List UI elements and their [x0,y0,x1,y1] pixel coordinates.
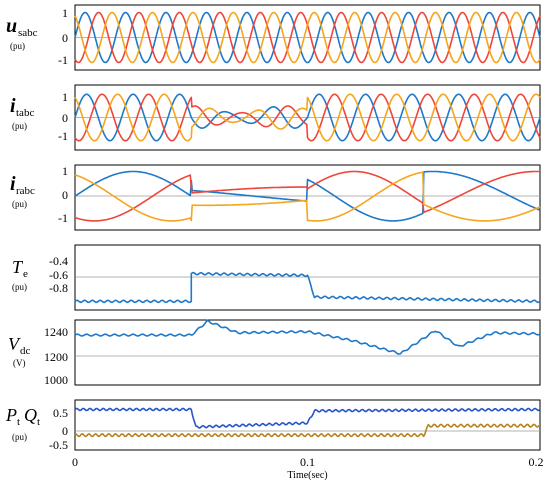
x-tick-label: 0 [72,455,78,469]
panel-te-frame [74,244,541,311]
usabc-line [74,11,541,64]
te-line [74,271,541,304]
panel-irabc: 1 0 -1 i rabc (pu) [10,164,541,231]
panel-irabc-ytick: 0 [62,188,68,202]
panel-te-label: T [12,257,24,277]
panel-ptqt: 0.5 0 -0.5 P t Q t (pu) [5,399,541,452]
panel-te-unit: (pu) [12,282,27,292]
panel-ptqt-frame [74,399,541,451]
irabc-line [74,171,541,222]
panel-ptqt-label-q: Q [24,405,37,425]
panel-vdc-ytick: 1240 [44,325,68,339]
panel-ptqt-ytick: 0 [62,424,68,438]
panel-itabc-label: i [10,95,16,117]
panel-ptqt-label-p: P [5,405,17,425]
panel-irabc-label: i [10,173,16,195]
panel-itabc-label-sub: tabc [16,107,34,119]
panel-irabc-unit: (pu) [12,199,27,209]
ptqt-line [74,407,541,429]
panel-vdc-unit: (V) [13,358,26,368]
panel-vdc-ytick: 1000 [44,373,68,387]
panel-usabc-ytick: -1 [58,53,68,67]
irabc-line [74,170,541,222]
panel-vdc: 1240 1200 1000 V dc (V) [8,319,541,387]
panel-irabc-ytick: -1 [58,211,68,225]
panel-te-series [74,271,541,304]
panel-ptqt-label-p-sub: t [17,416,20,428]
panel-vdc-frame [74,319,541,386]
itabc-line [74,93,541,142]
panel-itabc-unit: (pu) [12,121,27,131]
panel-ptqt-ytick: 0.5 [53,406,68,420]
panel-irabc-frame [74,164,541,231]
panel-vdc-ytick: 1200 [44,350,68,364]
panel-ptqt-label-q-sub: t [37,416,40,428]
irabc-line [74,170,541,222]
panel-te-label-sub: e [23,268,28,280]
itabc-line [74,93,541,142]
panel-te-ytick: -0.4 [49,254,68,268]
panel-usabc-ytick: 1 [62,6,68,20]
panel-vdc-series [74,319,541,355]
itabc-line [74,93,541,142]
panel-vdc-label-sub: dc [20,345,31,357]
panel-usabc-ytick: 0 [62,31,68,45]
panel-usabc-label-sub: sabc [18,27,38,39]
x-axis: 0 0.1 0.2 Time(sec) [72,455,544,481]
panel-ptqt-unit: (pu) [12,432,27,442]
panel-itabc-ytick: 1 [62,90,68,104]
panel-ptqt-ytick: -0.5 [49,438,68,452]
panel-irabc-series [74,170,541,222]
panel-itabc-ytick: 0 [62,111,68,125]
panel-irabc-ytick: 1 [62,164,68,178]
x-tick-label: 0.2 [529,455,544,469]
x-axis-label: Time(sec) [287,470,327,481]
panel-te-ytick: -0.6 [49,268,68,282]
panel-usabc: 1 0 -1 u sabc (pu) [6,4,541,71]
panel-usabc-series [74,11,541,64]
panel-itabc-ytick: -1 [58,129,68,143]
panel-usabc-label: u [6,15,17,37]
vdc-line [74,319,541,355]
panel-irabc-label-sub: rabc [16,185,35,197]
ptqt-line [75,423,541,438]
panel-ptqt-series [74,407,541,438]
panel-itabc: 1 0 -1 i tabc (pu) [10,84,541,151]
panel-usabc-unit: (pu) [10,41,25,51]
panel-te: -0.4 -0.6 -0.8 T e (pu) [12,244,541,311]
panel-te-ytick: -0.8 [49,281,68,295]
panel-vdc-label: V [8,334,21,354]
x-tick-label: 0.1 [300,455,315,469]
panel-itabc-series [74,93,541,142]
